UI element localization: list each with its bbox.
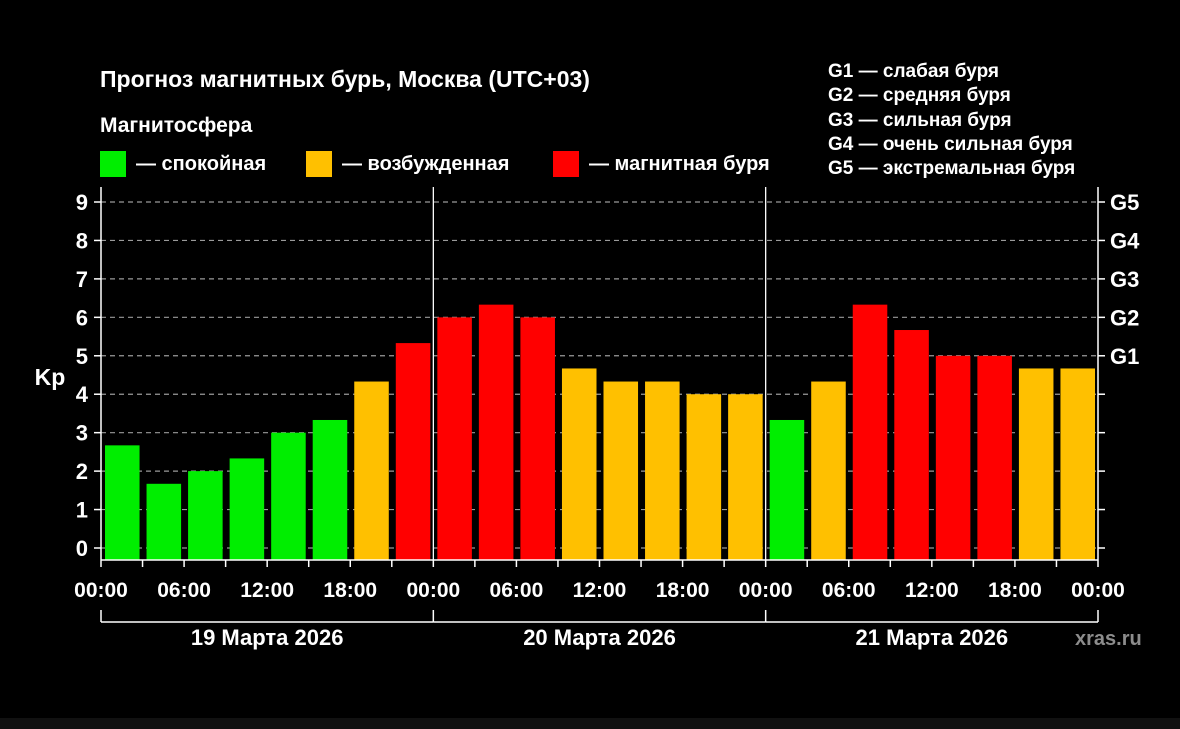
bar-unsettled [354, 381, 389, 560]
legend-swatch-quiet [100, 151, 126, 177]
bar-unsettled [645, 381, 680, 560]
legend-item-storm: — магнитная буря [553, 150, 770, 178]
x-tick-label: 12:00 [240, 579, 294, 602]
x-tick-label: 00:00 [739, 579, 793, 602]
legend-swatch-storm [553, 151, 579, 177]
g-level-label: G5 [1110, 190, 1139, 215]
legend-item-unsettled: — возбужденная [306, 150, 509, 178]
bar-unsettled [1060, 368, 1095, 560]
x-tick-label: 12:00 [573, 579, 627, 602]
bar-storm [478, 304, 514, 560]
legend-swatch-unsettled [306, 151, 332, 177]
y-tick-label: 6 [76, 305, 88, 330]
g-level-label: G4 [1110, 228, 1140, 253]
y-tick-label: 7 [76, 267, 88, 292]
bar-quiet [105, 445, 140, 560]
storm-level-g5: G5 — экстремальная буря [828, 158, 1076, 180]
bar-unsettled [603, 381, 639, 560]
y-tick-label: 4 [76, 382, 89, 407]
y-tick-label: 3 [76, 421, 88, 446]
bar-quiet [271, 432, 306, 560]
bar-unsettled [686, 394, 722, 560]
bar-unsettled [561, 368, 597, 560]
g-level-label: G3 [1110, 267, 1139, 292]
bar-quiet [229, 458, 265, 560]
storm-level-legend: G1 — слабая буря G2 — средняя буря G3 — … [828, 60, 1075, 181]
bar-storm [520, 317, 555, 560]
g-level-label: G1 [1110, 344, 1139, 369]
x-tick-label: 00:00 [406, 579, 460, 602]
bar-storm [935, 355, 971, 560]
storm-level-g3: G3 — сильная буря [828, 109, 1012, 131]
y-axis-label: Kp [35, 364, 66, 390]
y-tick-label: 5 [76, 344, 88, 369]
bar-quiet [146, 483, 182, 560]
legend-item-quiet: — спокойная [100, 150, 266, 178]
bar-unsettled [811, 381, 846, 560]
g-level-label: G2 [1110, 305, 1139, 330]
x-tick-label: 00:00 [1071, 579, 1125, 602]
storm-level-g1: G1 — слабая буря [828, 61, 1000, 82]
x-tick-label: 06:00 [157, 579, 211, 602]
y-tick-label: 2 [76, 459, 88, 484]
x-tick-label: 00:00 [74, 579, 128, 602]
y-tick-label: 8 [76, 228, 88, 253]
bar-unsettled [728, 394, 763, 560]
bar-storm [852, 304, 888, 560]
bar-storm [395, 343, 431, 560]
bottom-band [0, 718, 1180, 729]
day-label: 19 Марта 2026 [191, 625, 344, 650]
y-tick-label: 1 [76, 498, 88, 523]
x-tick-label: 06:00 [822, 579, 876, 602]
day-label: 20 Марта 2026 [523, 625, 676, 650]
bar-quiet [312, 419, 348, 560]
chart-subtitle: Магнитосфера [100, 114, 253, 137]
chart-title: Прогноз магнитных бурь, Москва (UTC+03) [100, 66, 590, 92]
x-tick-label: 18:00 [656, 579, 710, 602]
watermark: xras.ru [1075, 628, 1142, 650]
bar-storm [977, 355, 1012, 560]
bar-quiet [188, 471, 223, 560]
x-tick-label: 06:00 [490, 579, 544, 602]
storm-level-g2: G2 — средняя буря [828, 85, 1011, 107]
bar-unsettled [1018, 368, 1054, 560]
y-tick-label: 0 [76, 536, 88, 561]
y-tick-label: 9 [76, 190, 88, 215]
legend-label-storm: — магнитная буря [589, 152, 770, 175]
day-label: 21 Марта 2026 [856, 625, 1009, 650]
x-tick-label: 18:00 [323, 579, 377, 602]
bar-quiet [769, 419, 805, 560]
x-tick-label: 12:00 [905, 579, 959, 602]
legend-label-quiet: — спокойная [136, 152, 267, 175]
bar-storm [437, 317, 472, 560]
x-tick-label: 18:00 [988, 579, 1042, 602]
legend-label-unsettled: — возбужденная [342, 152, 510, 175]
storm-level-g4: G4 — очень сильная буря [828, 133, 1073, 155]
bar-storm [894, 330, 929, 560]
